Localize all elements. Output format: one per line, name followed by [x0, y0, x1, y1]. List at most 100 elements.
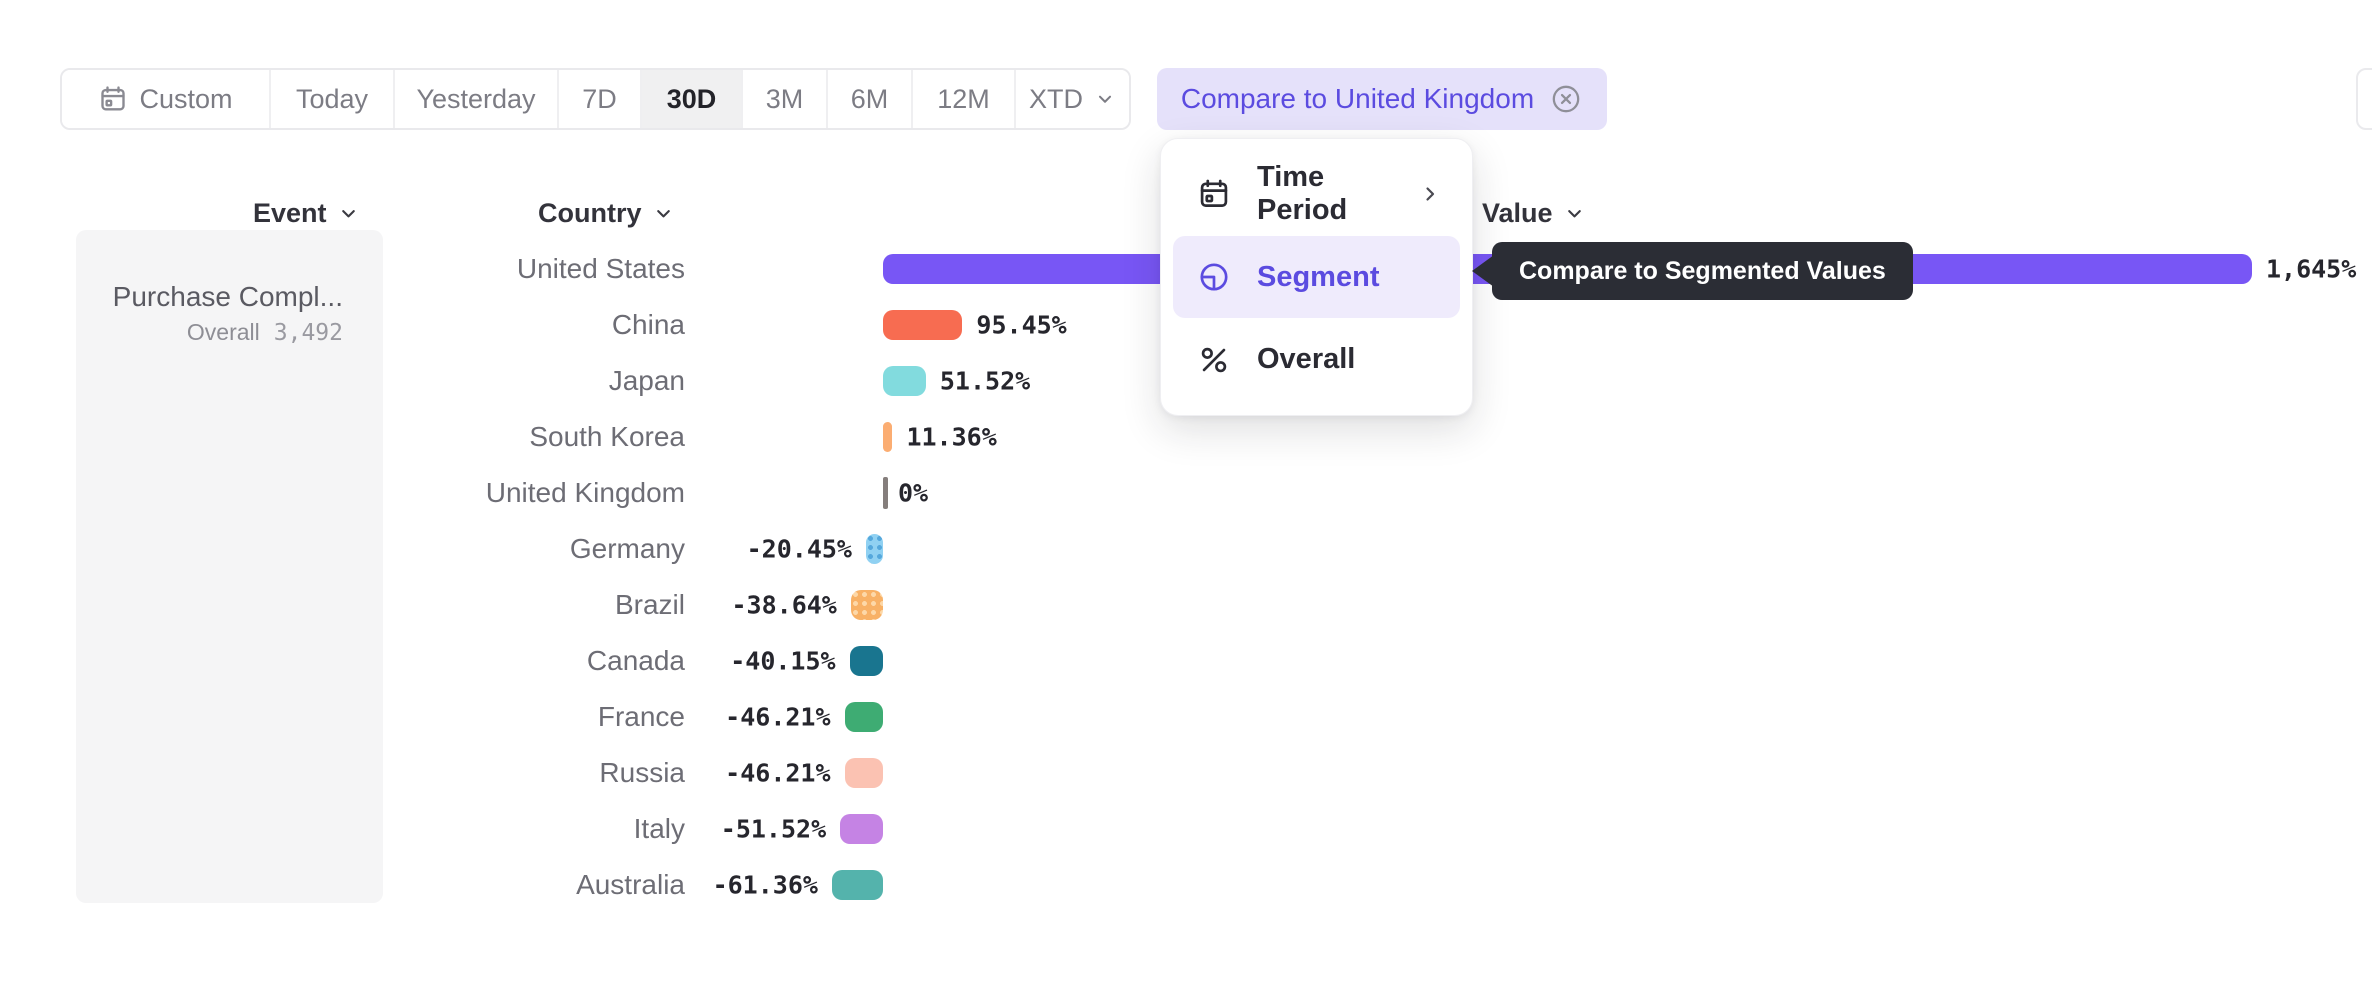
- bar-brazil[interactable]: [850, 590, 883, 620]
- value-label-united-kingdom: 0%: [898, 478, 929, 508]
- chevron-down-icon: [1094, 88, 1116, 110]
- country-label-russia: Russia: [599, 757, 685, 788]
- value-label-italy: -51.52%: [720, 814, 827, 844]
- menu-item-overall[interactable]: Overall: [1173, 318, 1460, 401]
- value-label-south-korea: 11.36%: [906, 422, 997, 452]
- range-button-3m[interactable]: 3M: [743, 70, 828, 128]
- chart-row-south-korea: South Korea 11.36%: [0, 409, 2372, 465]
- value-label-china: 95.45%: [976, 310, 1067, 340]
- range-button-label: 7D: [582, 83, 617, 114]
- country-label-germany: Germany: [569, 533, 685, 564]
- range-button-6m[interactable]: 6M: [828, 70, 913, 128]
- country-label-brazil: Brazil: [614, 589, 685, 620]
- segment-icon: [1197, 260, 1231, 294]
- tooltip: Compare to Segmented Values: [1472, 242, 1913, 300]
- cutoff-button-right-edge[interactable]: [2356, 68, 2372, 130]
- circle-x-icon[interactable]: [1549, 82, 1583, 116]
- bar-south-korea[interactable]: [883, 422, 893, 452]
- country-label-australia: Australia: [576, 869, 685, 900]
- date-range-toolbar: Custom Today Yesterday 7D 30D 3M 6M 12M XTD: [60, 68, 1131, 130]
- value-label-germany: -20.45%: [746, 534, 852, 564]
- chart-row-canada: Canada -40.15%: [0, 633, 2372, 689]
- country-header-label: Country: [538, 197, 642, 228]
- range-button-label: 3M: [765, 83, 804, 114]
- tooltip-arrow-icon: [1472, 255, 1494, 287]
- event-header-label: Event: [253, 197, 327, 228]
- percent-icon: [1197, 343, 1231, 377]
- chart-row-china: China 95.45%: [0, 297, 2372, 353]
- chevron-down-icon: [652, 202, 675, 225]
- range-button-label: Today: [295, 83, 369, 114]
- event-panel: Purchase Compl... Overall 3,492: [76, 230, 383, 903]
- value-label-japan: 51.52%: [939, 366, 1031, 396]
- range-button-12m[interactable]: 12M: [913, 70, 1016, 128]
- range-button-30d[interactable]: 30D: [642, 70, 743, 128]
- chart-row-france: France -46.21%: [0, 689, 2372, 745]
- value-label-france: -46.21%: [725, 702, 831, 732]
- country-label-france: France: [597, 701, 685, 732]
- range-button-label: Custom: [139, 83, 233, 114]
- compare-pill[interactable]: Compare to United Kingdom: [1157, 68, 1607, 130]
- menu-item-time-period[interactable]: Time Period: [1173, 153, 1460, 236]
- bar-china[interactable]: [883, 310, 963, 340]
- country-label-united-states: United States: [516, 253, 685, 284]
- menu-item-segment[interactable]: Segment: [1173, 235, 1460, 319]
- menu-item-label: Overall: [1257, 343, 1356, 376]
- overall-label: Overall: [186, 319, 260, 345]
- country-label-japan: Japan: [608, 365, 685, 396]
- range-button-label: 30D: [666, 83, 717, 114]
- menu-item-label: Segment: [1257, 260, 1380, 293]
- compare-options-menu: Time Period Segment Overall: [1160, 138, 1473, 416]
- chevron-down-icon: [337, 202, 360, 225]
- bar-russia[interactable]: [844, 758, 883, 788]
- chart-row-italy: Italy -51.52%: [0, 801, 2372, 857]
- menu-item-label: Time Period: [1257, 161, 1348, 227]
- country-label-united-kingdom: United Kingdom: [485, 477, 685, 508]
- chart-row-japan: Japan 51.52%: [0, 353, 2372, 409]
- bar-italy[interactable]: [840, 814, 883, 844]
- event-name: Purchase Compl...: [112, 281, 343, 312]
- zero-tick-united-kingdom: [883, 477, 888, 509]
- calendar-icon: [98, 84, 128, 114]
- calendar-icon: [1197, 177, 1231, 211]
- value-column-header[interactable]: Value: [1482, 196, 1586, 230]
- chevron-right-icon: [1418, 182, 1442, 206]
- range-button-label: 12M: [937, 83, 990, 114]
- bar-france[interactable]: [844, 702, 883, 732]
- bar-germany[interactable]: [865, 534, 883, 564]
- range-button-yesterday[interactable]: Yesterday: [395, 70, 559, 128]
- chart-row-australia: Australia -61.36%: [0, 857, 2372, 913]
- value-label-australia: -61.36%: [712, 870, 818, 900]
- value-label-united-states: 1,645%: [2265, 254, 2357, 284]
- value-header-label: Value: [1482, 197, 1553, 228]
- range-button-custom[interactable]: Custom: [62, 70, 271, 128]
- chart-row-brazil: Brazil -38.64%: [0, 577, 2372, 633]
- country-label-italy: Italy: [633, 813, 685, 844]
- range-button-label: 6M: [850, 83, 889, 114]
- country-label-canada: Canada: [586, 645, 685, 676]
- country-label-china: China: [611, 309, 685, 340]
- value-label-canada: -40.15%: [730, 646, 836, 676]
- range-button-today[interactable]: Today: [271, 70, 395, 128]
- bar-australia[interactable]: [831, 870, 883, 900]
- value-label-brazil: -38.64%: [731, 590, 837, 620]
- country-label-south-korea: South Korea: [529, 421, 685, 452]
- range-button-label: XTD: [1029, 83, 1083, 114]
- range-button-label: Yesterday: [416, 83, 536, 114]
- range-button-7d[interactable]: 7D: [559, 70, 642, 128]
- overall-value: 3,492: [273, 320, 343, 346]
- bar-canada[interactable]: [849, 646, 883, 676]
- chart-row-russia: Russia -46.21%: [0, 745, 2372, 801]
- tooltip-text: Compare to Segmented Values: [1519, 256, 1886, 285]
- value-label-russia: -46.21%: [725, 758, 831, 788]
- range-button-xtd[interactable]: XTD: [1016, 70, 1129, 128]
- bar-japan[interactable]: [883, 366, 926, 396]
- chart-row-united-kingdom: United Kingdom 0%: [0, 465, 2372, 521]
- compare-pill-label: Compare to United Kingdom: [1180, 83, 1535, 114]
- chart-row-germany: Germany -20.45%: [0, 521, 2372, 577]
- event-list-item[interactable]: Purchase Compl... Overall 3,492: [76, 280, 383, 346]
- event-column-header[interactable]: Event: [253, 196, 360, 230]
- country-column-header[interactable]: Country: [538, 196, 675, 230]
- chevron-down-icon: [1563, 202, 1586, 225]
